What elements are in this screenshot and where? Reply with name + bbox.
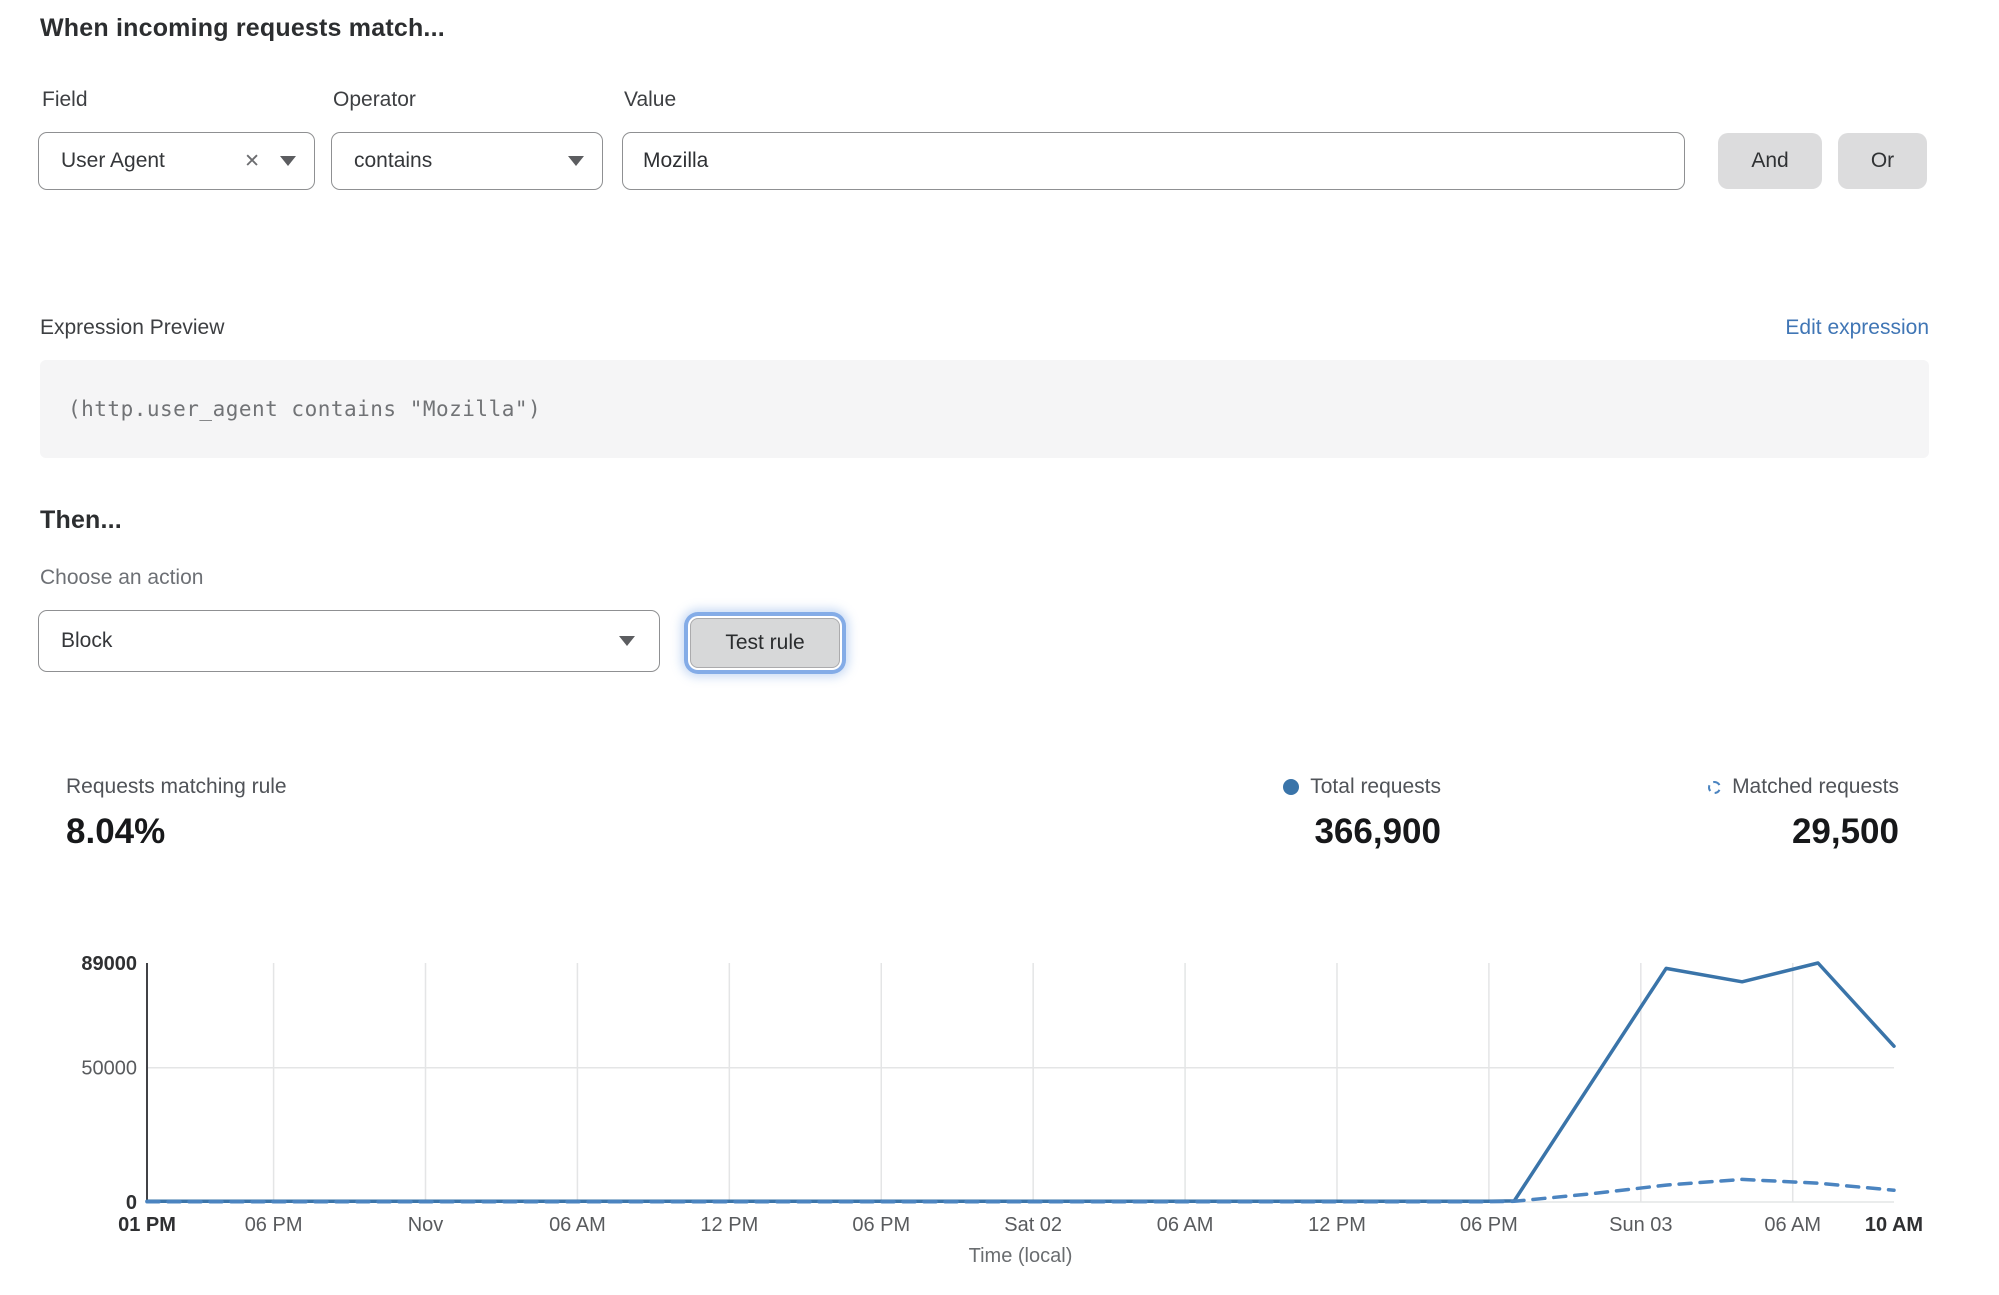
x-tick-label: 06 AM (1157, 1214, 1214, 1236)
x-tick-label: 06 AM (549, 1214, 606, 1236)
stat-matched-requests: Matched requests 29,500 (1708, 775, 1899, 852)
x-tick-label: Sat 02 (1004, 1214, 1062, 1236)
clear-field-icon[interactable]: ✕ (244, 150, 260, 172)
value-label: Value (624, 88, 677, 111)
x-tick-label: 06 PM (852, 1214, 910, 1236)
x-tick-label: Nov (408, 1214, 444, 1236)
operator-select[interactable]: contains (331, 132, 603, 190)
then-title: Then... (40, 506, 122, 534)
expression-code: (http.user_agent contains "Mozilla") (68, 397, 542, 421)
x-tick-label: 12 PM (700, 1214, 758, 1236)
x-tick-label: 10 AM (1865, 1214, 1923, 1236)
field-select[interactable]: User Agent ✕ (38, 132, 315, 190)
requests-chart: 0 50000 89000 01 PM 06 PM Nov 06 AM 12 PM 06 PM S… (81, 953, 1923, 1267)
matched-requests-legend-icon (1708, 780, 1722, 794)
field-label: Field (42, 88, 88, 111)
expression-preview-label: Expression Preview (40, 316, 225, 339)
x-axis-title: Time (local) (969, 1245, 1073, 1267)
expression-code-box: (http.user_agent contains "Mozilla") (40, 360, 1929, 458)
value-input[interactable] (622, 132, 1685, 190)
chevron-down-icon (280, 156, 296, 166)
operator-label: Operator (333, 88, 416, 111)
operator-select-value: contains (354, 149, 433, 172)
stat-matching-rule: Requests matching rule 8.04% (66, 775, 287, 852)
stat-total-value: 366,900 (1314, 812, 1441, 851)
chevron-down-icon (568, 156, 584, 166)
x-tick-label: 12 PM (1308, 1214, 1366, 1236)
stat-matching-label: Requests matching rule (66, 775, 287, 798)
value-field-wrap (622, 132, 1685, 190)
edit-expression-link[interactable]: Edit expression (1785, 316, 1929, 339)
x-tick-label: 01 PM (118, 1214, 176, 1236)
stat-total-label: Total requests (1310, 775, 1441, 798)
y-tick-label: 89000 (81, 953, 137, 975)
and-button[interactable]: And (1718, 133, 1822, 189)
stat-matched-value: 29,500 (1791, 812, 1899, 851)
stat-matched-label: Matched requests (1732, 775, 1899, 798)
chevron-down-icon (619, 636, 635, 646)
action-select-value: Block (61, 629, 113, 652)
x-tick-label: Sun 03 (1609, 1214, 1672, 1236)
x-tick-label: 06 PM (1460, 1214, 1518, 1236)
series-line-total-requests (145, 961, 1896, 1204)
action-select[interactable]: Block (38, 610, 660, 672)
stat-matching-value: 8.04% (66, 812, 166, 851)
field-select-value: User Agent (61, 149, 165, 172)
choose-action-label: Choose an action (40, 566, 204, 589)
y-tick-label: 50000 (81, 1058, 137, 1080)
x-tick-label: 06 PM (245, 1214, 303, 1236)
total-requests-legend-icon (1283, 779, 1300, 795)
series-line-matched-requests (145, 1177, 1896, 1204)
page-title: When incoming requests match... (40, 14, 445, 42)
stat-total-requests: Total requests 366,900 (1283, 775, 1441, 852)
test-rule-button[interactable]: Test rule (690, 618, 840, 668)
y-tick-label: 0 (126, 1192, 137, 1214)
or-button[interactable]: Or (1838, 133, 1927, 189)
x-tick-label: 06 AM (1764, 1214, 1821, 1236)
